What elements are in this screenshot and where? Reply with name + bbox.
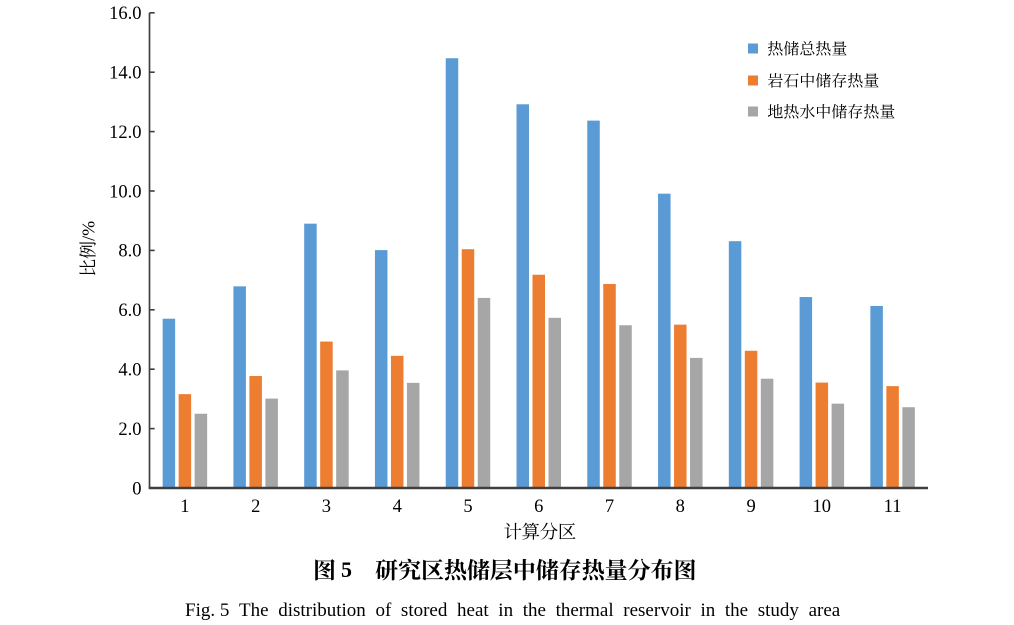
svg-text:Fig. 5: Fig. 5 [185, 600, 229, 621]
svg-text:0: 0 [132, 479, 141, 499]
svg-text:2: 2 [251, 497, 260, 517]
svg-text:1: 1 [180, 497, 189, 517]
svg-text:4.0: 4.0 [118, 361, 141, 381]
svg-text:11: 11 [884, 497, 902, 517]
svg-text:12.0: 12.0 [109, 123, 141, 143]
svg-text:10.0: 10.0 [109, 182, 141, 202]
svg-text:14.0: 14.0 [109, 64, 141, 84]
svg-text:5: 5 [341, 557, 352, 582]
svg-text:5: 5 [463, 497, 472, 517]
svg-text:6: 6 [534, 497, 543, 517]
svg-text:7: 7 [605, 497, 614, 517]
svg-text:8.0: 8.0 [118, 242, 141, 262]
svg-text:9: 9 [746, 497, 755, 517]
svg-text:8: 8 [676, 497, 685, 517]
svg-text:3: 3 [322, 497, 331, 517]
svg-text:10: 10 [813, 497, 832, 517]
svg-text:/%: /% [78, 221, 98, 241]
svg-text:4: 4 [393, 497, 402, 517]
svg-text:6.0: 6.0 [118, 301, 141, 321]
svg-text:16.0: 16.0 [109, 4, 141, 24]
svg-text:The distribution of stored hea: The distribution of stored heat in the t… [239, 600, 841, 621]
svg-text:2.0: 2.0 [118, 420, 141, 440]
